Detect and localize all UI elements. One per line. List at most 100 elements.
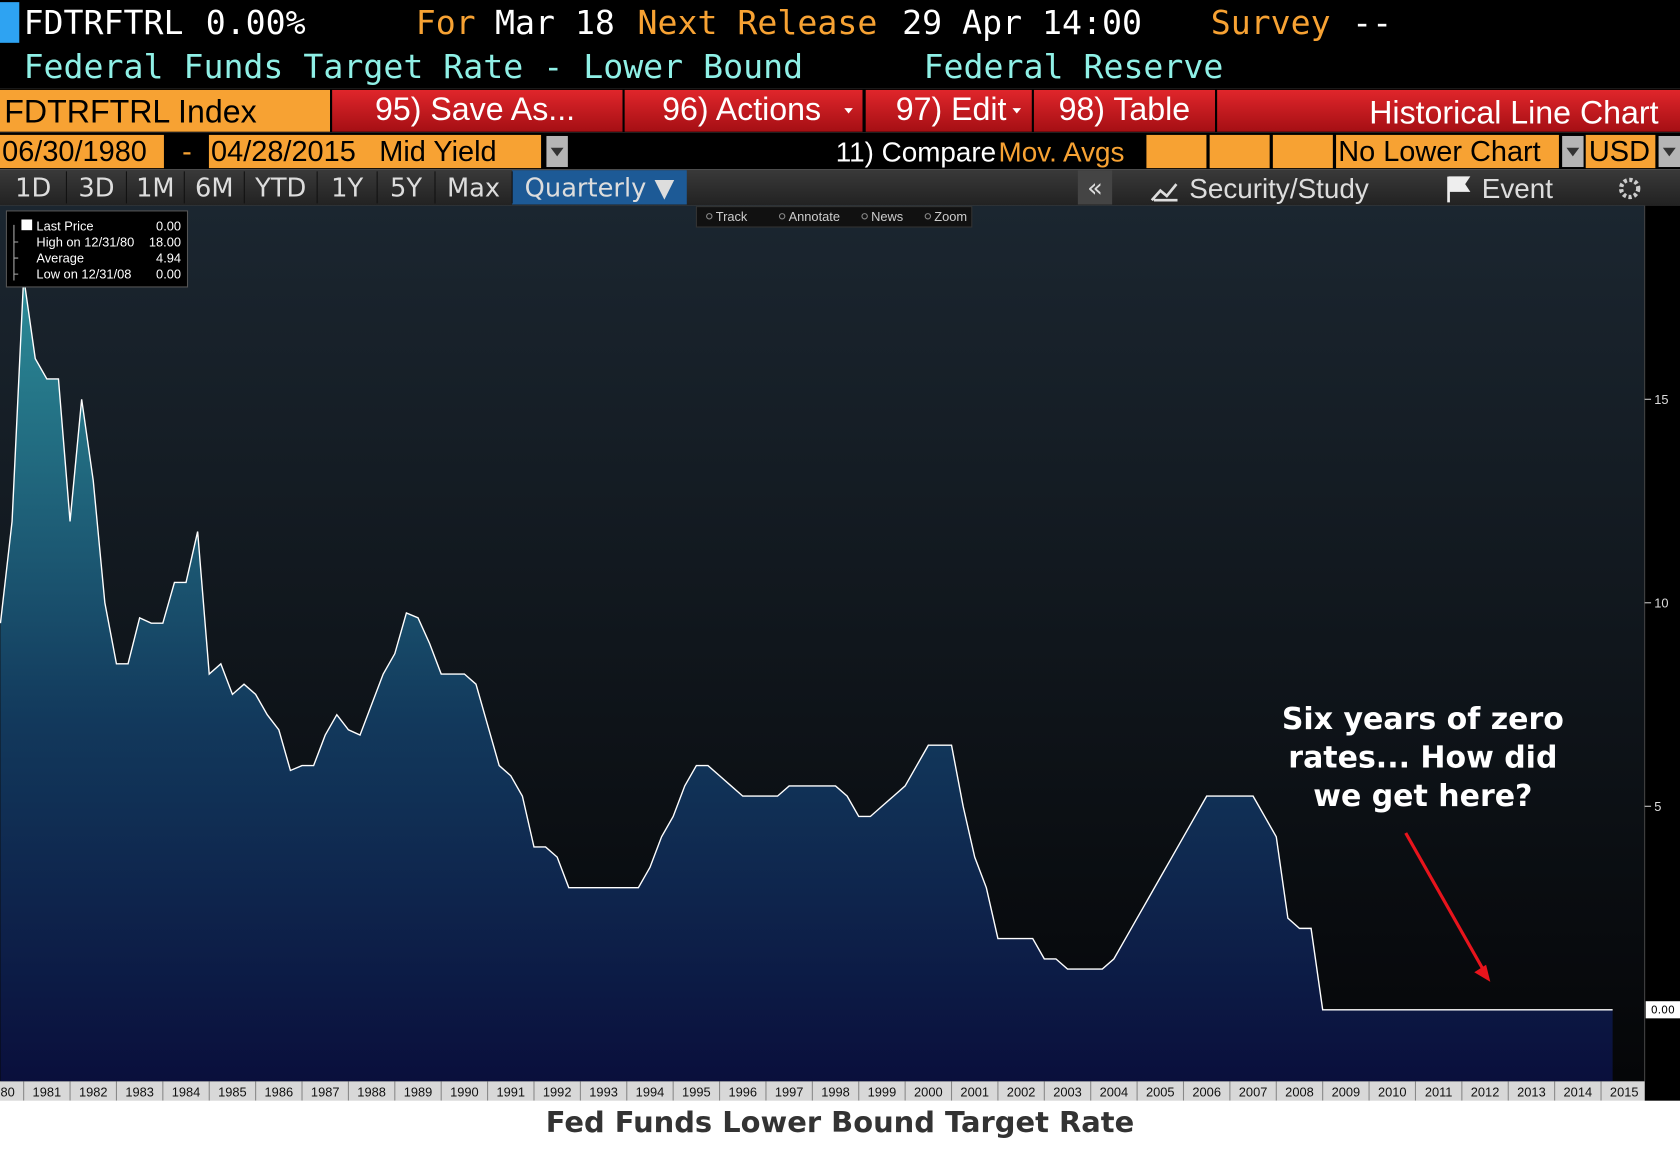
period[interactable]: YTD <box>254 173 306 203</box>
x-axis-bg <box>0 1081 1645 1101</box>
x-tick-label: 1980 <box>0 1085 15 1100</box>
caret <box>1662 147 1676 157</box>
area-fill <box>0 277 1613 1082</box>
x-tick-label: 1988 <box>357 1085 386 1100</box>
input-box[interactable] <box>1209 134 1270 169</box>
stat-label: High on 12/31/80 <box>36 234 134 249</box>
x-tick-label: 2005 <box>1146 1085 1175 1100</box>
chart-tool[interactable]: Track <box>716 209 748 224</box>
next-label: Next Release <box>638 3 878 42</box>
caret <box>550 147 564 157</box>
chart-tool[interactable]: Zoom <box>934 209 967 224</box>
stat-label: Low on 12/31/08 <box>36 267 131 282</box>
caret <box>1012 108 1022 114</box>
x-tick-label: 2013 <box>1517 1085 1546 1100</box>
stat-label: Last Price <box>36 218 93 233</box>
x-tick-label: 1981 <box>33 1085 62 1100</box>
arrow-head <box>1474 964 1491 982</box>
x-tick-label: 1984 <box>172 1085 201 1100</box>
button-label: 98) Table <box>1059 91 1191 127</box>
x-tick-label: 2010 <box>1378 1085 1407 1100</box>
input-box[interactable] <box>1146 134 1207 169</box>
button[interactable] <box>624 89 863 132</box>
stats: Last Price 0.00 High on 12/31/80 18.00 Avera… <box>36 218 181 281</box>
period[interactable]: 6M <box>195 173 234 203</box>
for-label: For <box>416 3 476 42</box>
y-tick-label: 5 <box>1654 799 1661 814</box>
tool-icon <box>861 213 868 220</box>
button[interactable] <box>1033 89 1215 132</box>
button-label: 97) Edit <box>896 91 1007 127</box>
x-tick-label: 1985 <box>218 1085 247 1100</box>
chart-tool[interactable]: News <box>871 209 903 224</box>
arrow-shaft <box>1404 832 1485 970</box>
x-tick-label: 2009 <box>1332 1085 1361 1100</box>
security: FDTRFTRL Index <box>4 93 256 129</box>
period[interactable]: 3D <box>78 173 114 203</box>
annotation-line: Six years of zero <box>1282 702 1564 737</box>
event[interactable]: Event <box>1482 173 1553 204</box>
period[interactable]: Quarterly ▼ <box>525 173 675 203</box>
lower-chart: No Lower Chart <box>1338 136 1541 168</box>
x-tick-label: 2002 <box>1007 1085 1036 1100</box>
x-tick-label: 2015 <box>1610 1085 1639 1100</box>
next-date: 29 Apr 14:00 <box>902 3 1142 42</box>
study-icon <box>1150 183 1178 202</box>
stat-label: Average <box>36 251 84 266</box>
annotation-line: rates... How did <box>1288 741 1557 776</box>
button[interactable] <box>332 89 623 132</box>
tool-icon <box>706 213 713 220</box>
button-label: 95) Save As... <box>375 91 575 127</box>
caption: Fed Funds Lower Bound Target Rate <box>546 1105 1134 1139</box>
x-tick-label: 1991 <box>496 1085 525 1100</box>
period[interactable]: Max <box>447 173 500 203</box>
lower-chart-box[interactable] <box>1336 134 1559 169</box>
end-date: 04/28/2015 <box>211 136 356 168</box>
caret <box>1566 147 1580 157</box>
settings-icon[interactable] <box>1618 177 1641 200</box>
x-tick-label: 2007 <box>1239 1085 1268 1100</box>
y-tick-label: 15 <box>1654 392 1668 407</box>
caret <box>844 108 853 114</box>
series-line <box>0 277 1613 1011</box>
security-study[interactable]: Security/Study <box>1189 173 1369 204</box>
start-box[interactable] <box>0 134 164 169</box>
x-tick-label: 1996 <box>728 1085 757 1100</box>
security-box[interactable] <box>0 89 330 132</box>
input-box[interactable] <box>1272 134 1333 169</box>
button[interactable] <box>865 89 1032 132</box>
series-swatch <box>21 219 33 231</box>
period-selected[interactable] <box>512 170 687 205</box>
period[interactable]: 1D <box>15 173 51 203</box>
end-box[interactable] <box>208 134 542 169</box>
stat-value: 4.94 <box>156 251 181 266</box>
header-bg <box>0 0 1680 89</box>
x-tick-label: 1983 <box>125 1085 154 1100</box>
currency: USD <box>1589 136 1650 168</box>
y-axis: 5 10 15 0.00 <box>1644 392 1680 1019</box>
y-tick-label: 10 <box>1654 595 1668 610</box>
x-tick-label: 1995 <box>682 1085 711 1100</box>
stats-box <box>5 210 189 288</box>
period[interactable]: 1M <box>136 173 175 203</box>
compare[interactable]: 11) Compare <box>836 137 996 168</box>
collapse-button[interactable] <box>1077 170 1113 205</box>
currency-box[interactable] <box>1585 134 1656 169</box>
survey-value: -- <box>1352 3 1392 42</box>
x-tick-label: 2000 <box>914 1085 943 1100</box>
period[interactable]: 5Y <box>390 173 422 203</box>
x-tick-label: 1989 <box>404 1085 433 1100</box>
moving-averages[interactable]: Mov. Avgs <box>999 137 1125 168</box>
chart-kind-box[interactable] <box>1217 89 1680 132</box>
chart-tool[interactable]: Annotate <box>789 209 840 224</box>
period[interactable]: 1Y <box>331 173 363 203</box>
plot <box>0 277 1613 1082</box>
x-tick-label: 2004 <box>1100 1085 1129 1100</box>
period-buttons: 1D 3D 1M 6M YTD 1Y 5Y Max Quarterly ▼ <box>15 171 674 203</box>
annotation-line: we get here? <box>1313 779 1532 814</box>
x-tick-label: 1999 <box>868 1085 897 1100</box>
x-tick-label: 2014 <box>1564 1085 1593 1100</box>
for-date: Mar 18 <box>495 3 615 42</box>
